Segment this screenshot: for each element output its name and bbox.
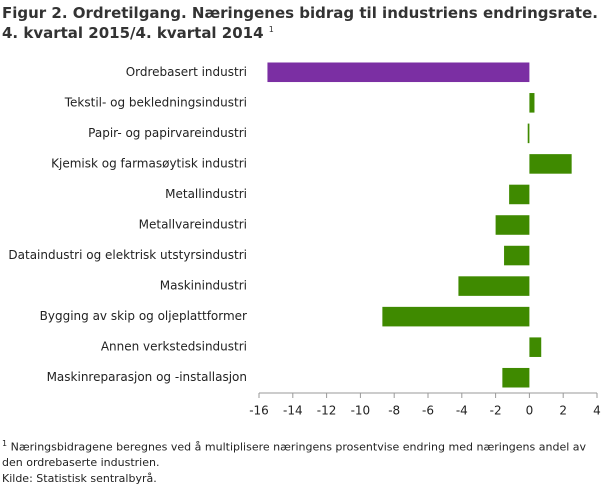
title-line: 4. kvartal 2015/4. kvartal 2014 1 xyxy=(2,24,274,42)
y-tick-label: Annen verkstedsindustri xyxy=(101,340,247,354)
x-tick-label: -6 xyxy=(422,404,434,418)
x-tick-label: -14 xyxy=(283,404,303,418)
chart-title: Figur 2. Ordretilgang. Næringenes bidrag… xyxy=(2,4,598,22)
y-tick-label: Metallindustri xyxy=(165,187,247,201)
bar xyxy=(502,367,530,388)
y-tick-label: Papir- og papirvareindustri xyxy=(88,126,247,140)
y-tick-label: Maskinindustri xyxy=(160,279,247,293)
note-marker: 1 xyxy=(2,439,8,448)
bar xyxy=(267,62,530,83)
x-tick-label: -16 xyxy=(249,404,269,418)
y-tick-label: Dataindustri og elektrisk utstyrsindustr… xyxy=(8,248,247,262)
note-marker: 1 xyxy=(268,25,274,34)
y-tick-label: Bygging av skip og oljeplattformer xyxy=(40,309,247,323)
bar xyxy=(495,215,530,235)
x-tick-label: -2 xyxy=(490,404,502,418)
bar xyxy=(509,184,530,205)
bar xyxy=(458,276,530,296)
bar xyxy=(527,123,530,144)
footnote-text: Næringsbidragene beregnes ved å multipli… xyxy=(2,440,587,469)
x-tick-label: 4 xyxy=(593,404,601,418)
bar xyxy=(529,337,542,357)
y-tick-label: Tekstil- og bekledningsindustri xyxy=(64,95,247,109)
chart-subtitle: 4. kvartal 2015/4. kvartal 2014 xyxy=(2,24,264,42)
x-tick-label: 0 xyxy=(526,404,534,418)
x-tick-label: -8 xyxy=(388,404,400,418)
bar xyxy=(529,154,572,174)
y-tick-label: Maskinreparasjon og -installasjon xyxy=(47,370,247,384)
title-line: Figur 2. Ordretilgang. Næringenes bidrag… xyxy=(2,4,598,22)
footnote: 1 Næringsbidragene beregnes ved å multip… xyxy=(2,436,602,470)
x-tick-label: -4 xyxy=(456,404,468,418)
y-tick-label: Kjemisk og farmasøytisk industri xyxy=(51,156,247,170)
x-tick-label: -10 xyxy=(351,404,371,418)
bar xyxy=(529,93,535,113)
chart: -16 -14 -12 -10 -8 -6 -4 -2 0 2 4 Ordrebasert indus… xyxy=(8,62,601,418)
x-tick-label: -12 xyxy=(317,404,337,418)
source: Kilde: Statistisk sentralbyrå. xyxy=(2,471,602,486)
x-tick-label: 2 xyxy=(559,404,567,418)
bar xyxy=(504,245,530,266)
source-text: Kilde: Statistisk sentralbyrå. xyxy=(2,472,157,485)
bar xyxy=(382,306,530,327)
y-tick-label: Metallvareindustri xyxy=(139,218,247,232)
y-tick-label: Ordrebasert industri xyxy=(126,65,247,79)
